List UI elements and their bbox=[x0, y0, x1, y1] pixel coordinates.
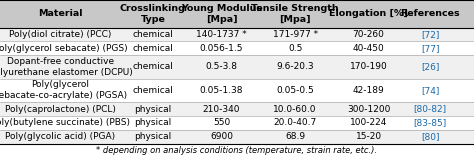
Text: [26]: [26] bbox=[421, 62, 439, 71]
Text: 0.5: 0.5 bbox=[288, 44, 302, 53]
Text: 300-1200: 300-1200 bbox=[347, 105, 390, 114]
Text: References: References bbox=[401, 9, 460, 18]
Text: 40-450: 40-450 bbox=[353, 44, 384, 53]
Text: Crosslinking
Type: Crosslinking Type bbox=[120, 4, 186, 24]
Text: 0.056-1.5: 0.056-1.5 bbox=[200, 44, 243, 53]
Text: physical: physical bbox=[134, 105, 172, 114]
Text: Elongation [%]: Elongation [%] bbox=[329, 9, 408, 18]
Text: Poly(glycolic acid) (PGA): Poly(glycolic acid) (PGA) bbox=[5, 132, 116, 141]
Text: 9.6-20.3: 9.6-20.3 bbox=[276, 62, 314, 71]
Text: 170-190: 170-190 bbox=[350, 62, 387, 71]
Text: 0.5-3.8: 0.5-3.8 bbox=[206, 62, 237, 71]
Text: physical: physical bbox=[134, 132, 172, 141]
Text: chemical: chemical bbox=[132, 30, 173, 39]
Text: 171-977 *: 171-977 * bbox=[273, 30, 318, 39]
Text: 10.0-60.0: 10.0-60.0 bbox=[273, 105, 317, 114]
Text: 100-224: 100-224 bbox=[350, 118, 387, 127]
Text: Poly(glycerol sebacate) (PGS): Poly(glycerol sebacate) (PGS) bbox=[0, 44, 127, 53]
Text: Dopant-free conductive
polyurethane elastomer (DCPU): Dopant-free conductive polyurethane elas… bbox=[0, 57, 132, 77]
Text: Material: Material bbox=[38, 9, 82, 18]
Bar bbox=[0, 102, 474, 116]
Bar bbox=[0, 79, 474, 102]
Text: [74]: [74] bbox=[421, 86, 439, 95]
Text: Poly(caprolactone) (PCL): Poly(caprolactone) (PCL) bbox=[5, 105, 116, 114]
Text: 140-1737 *: 140-1737 * bbox=[196, 30, 247, 39]
Text: 15-20: 15-20 bbox=[356, 132, 382, 141]
Text: physical: physical bbox=[134, 118, 172, 127]
Text: 6900: 6900 bbox=[210, 132, 233, 141]
Text: Poly(butylene succinate) (PBS): Poly(butylene succinate) (PBS) bbox=[0, 118, 130, 127]
Bar bbox=[0, 41, 474, 55]
Text: [80]: [80] bbox=[421, 132, 439, 141]
Text: 42-189: 42-189 bbox=[353, 86, 384, 95]
Text: Poly(diol citrate) (PCC): Poly(diol citrate) (PCC) bbox=[9, 30, 111, 39]
Text: chemical: chemical bbox=[132, 86, 173, 95]
Bar bbox=[0, 144, 474, 156]
Text: 70-260: 70-260 bbox=[353, 30, 384, 39]
Text: Poly(glycerol
sebacate-co-acrylate) (PGSA): Poly(glycerol sebacate-co-acrylate) (PGS… bbox=[0, 80, 127, 100]
Text: 210-340: 210-340 bbox=[203, 105, 240, 114]
Text: [77]: [77] bbox=[421, 44, 439, 53]
Text: * depending on analysis conditions (temperature, strain rate, etc.).: * depending on analysis conditions (temp… bbox=[97, 146, 377, 155]
Bar bbox=[0, 130, 474, 144]
Text: [80-82]: [80-82] bbox=[414, 105, 447, 114]
Bar bbox=[0, 0, 474, 28]
Text: 20.0-40.7: 20.0-40.7 bbox=[273, 118, 317, 127]
Bar bbox=[0, 55, 474, 79]
Text: 0.05-1.38: 0.05-1.38 bbox=[200, 86, 243, 95]
Text: [72]: [72] bbox=[421, 30, 439, 39]
Text: chemical: chemical bbox=[132, 44, 173, 53]
Text: 68.9: 68.9 bbox=[285, 132, 305, 141]
Bar bbox=[0, 28, 474, 41]
Bar bbox=[0, 116, 474, 130]
Text: [83-85]: [83-85] bbox=[413, 118, 447, 127]
Text: 0.05-0.5: 0.05-0.5 bbox=[276, 86, 314, 95]
Text: 550: 550 bbox=[213, 118, 230, 127]
Text: Tensile Strength
[Mpa]: Tensile Strength [Mpa] bbox=[251, 4, 339, 24]
Text: Young Modulus
[Mpa]: Young Modulus [Mpa] bbox=[181, 4, 262, 24]
Text: chemical: chemical bbox=[132, 62, 173, 71]
